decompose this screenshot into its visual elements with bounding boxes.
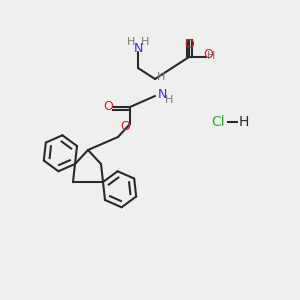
Text: H: H <box>165 95 173 105</box>
Text: H: H <box>127 37 135 47</box>
Text: H: H <box>141 37 149 47</box>
Text: O: O <box>184 38 194 52</box>
Text: H: H <box>239 115 249 129</box>
Text: H: H <box>157 72 165 82</box>
Text: N: N <box>157 88 167 100</box>
Text: O: O <box>103 100 113 113</box>
Text: Cl: Cl <box>211 115 225 129</box>
Text: H: H <box>207 51 215 61</box>
Text: O: O <box>120 119 130 133</box>
Text: N: N <box>133 41 143 55</box>
Text: O: O <box>203 49 213 62</box>
